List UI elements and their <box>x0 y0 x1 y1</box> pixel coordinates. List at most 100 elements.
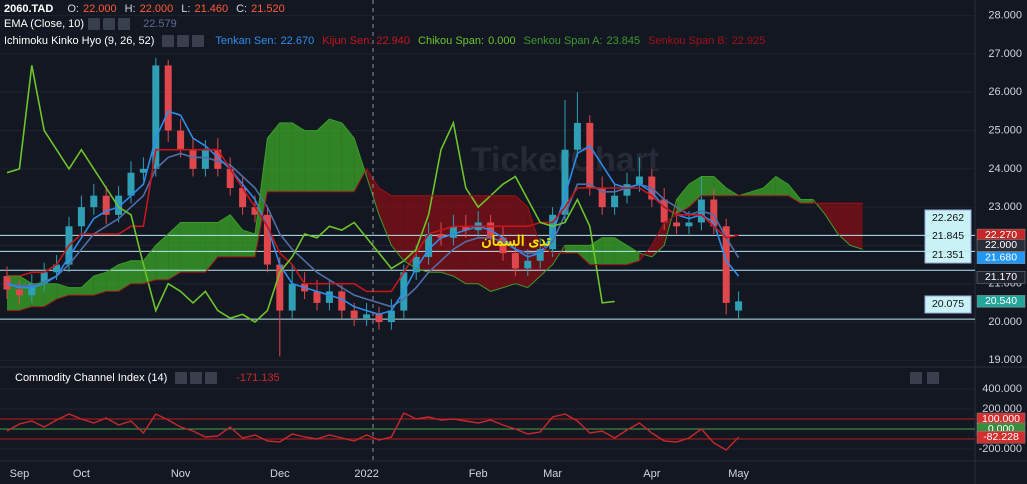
candle-body <box>536 249 544 261</box>
cci-value: -171.135 <box>236 372 280 384</box>
price-panel: 19.00020.00021.00022.00023.00024.00025.0… <box>0 10 1026 480</box>
cloud-segment <box>131 260 144 284</box>
cloud-segment <box>751 188 764 196</box>
candle-body <box>189 149 197 169</box>
price-badge <box>976 270 1026 284</box>
legend-name: Kijun Sen: <box>322 35 373 47</box>
close-button[interactable] <box>205 372 218 384</box>
cloud-segment <box>825 203 838 234</box>
candle-body <box>115 195 123 215</box>
ohlc-value: 22.000 <box>82 3 117 15</box>
candle-body <box>412 256 420 273</box>
indicator-line <box>7 167 863 312</box>
candle-body <box>561 149 569 215</box>
cloud-segment <box>453 195 466 284</box>
y-tick-label: 27.000 <box>988 48 1022 60</box>
ohlc-label: H: <box>124 3 136 15</box>
candle-body <box>685 222 693 227</box>
settings-button[interactable] <box>162 35 175 47</box>
candle-body <box>325 291 333 303</box>
y-tick-label: 200.000 <box>982 403 1022 415</box>
candle-body <box>152 65 160 169</box>
cloud-segment <box>279 122 293 192</box>
candle-body <box>90 195 98 208</box>
candle-body <box>524 260 532 269</box>
x-tick-label: May <box>728 468 749 480</box>
candle-body <box>239 188 247 208</box>
ohlc-label: C: <box>236 3 248 15</box>
candle-body <box>102 195 110 215</box>
candle-body <box>338 291 346 311</box>
cloud-segment <box>354 138 367 192</box>
candle-body <box>40 272 48 284</box>
y-tick-label: 25.000 <box>988 124 1022 136</box>
y-tick-label: 23.000 <box>988 201 1022 213</box>
y-tick-label: 26.000 <box>988 86 1022 98</box>
cloud-segment <box>56 283 69 300</box>
cloud-segment <box>627 245 640 265</box>
ohlc-value: 21.520 <box>251 3 285 15</box>
cci-panel: 400.000200.000-200.000100.0000.000-82.22… <box>0 383 1026 455</box>
ohlc-label: L: <box>181 3 191 15</box>
close-button[interactable] <box>192 35 205 47</box>
cloud-segment <box>193 222 206 273</box>
legend-name: Senkou Span A: <box>523 35 603 47</box>
candle-body <box>623 184 631 196</box>
y-tick-label: 400.000 <box>982 383 1022 395</box>
candle-body <box>127 172 135 196</box>
candle-body <box>425 233 433 257</box>
cloud-segment <box>403 195 417 269</box>
indicator-line <box>6 65 615 323</box>
legend-value: 23.845 <box>606 35 641 47</box>
candle-body <box>437 233 445 238</box>
cloud-segment <box>676 184 689 215</box>
legend-row: Ichimoku Kinko Hyo (9, 26, 52) Tenkan Se… <box>4 34 777 48</box>
cloud-segment <box>689 176 702 208</box>
legend-name: Tenkan Sen: <box>215 35 277 47</box>
close-button[interactable] <box>118 18 131 30</box>
candle-body <box>660 199 668 223</box>
price-badge <box>976 251 1026 264</box>
settings-button[interactable] <box>190 372 203 384</box>
cloud-segment <box>701 176 714 196</box>
cloud-segment <box>329 119 342 192</box>
ohlc-value: 22.000 <box>139 3 174 15</box>
cloud-segment <box>800 199 813 204</box>
cloud-segment <box>366 168 379 215</box>
x-tick-label: Oct <box>73 468 90 480</box>
legend-value: 22.579 <box>143 18 177 30</box>
settings-button[interactable] <box>103 18 116 30</box>
candle-body <box>3 276 11 290</box>
settings-button[interactable] <box>88 18 101 30</box>
price-line-label: 22.262 <box>932 212 964 224</box>
panel-button[interactable] <box>927 372 939 384</box>
cloud-segment <box>106 264 119 292</box>
candle-body <box>53 264 61 273</box>
cloud-segment <box>304 130 317 192</box>
indicator-line <box>6 152 740 308</box>
settings-button[interactable] <box>177 35 190 47</box>
candle-body <box>586 122 594 188</box>
symbol: 2060.TAD <box>4 3 54 15</box>
cloud-segment <box>292 122 305 192</box>
indicator-name: Ichimoku Kinko Hyo (9, 26, 52) <box>4 35 155 47</box>
panel-button[interactable] <box>910 372 922 384</box>
price-badge-label: 20.540 <box>985 295 1017 307</box>
candle-body <box>598 188 606 208</box>
annotation: تدى السمان <box>481 233 550 249</box>
candle-body <box>449 226 457 238</box>
cloud-segment <box>379 188 392 246</box>
legend-value: 22.940 <box>376 35 411 47</box>
cloud-segment <box>81 276 94 296</box>
cci-header: Commodity Channel Index (14) -171.135 <box>15 371 284 385</box>
cloud-segment <box>763 176 776 196</box>
price-line-label: 21.845 <box>932 230 964 242</box>
candle-body <box>177 130 185 150</box>
candle-body <box>363 314 371 319</box>
cloud-segment <box>341 122 355 192</box>
candle-body <box>511 253 519 269</box>
candle-body <box>499 237 507 254</box>
settings-button[interactable] <box>175 372 188 384</box>
header-row: 2060.TAD O: 22.000 H: 22.000 L: 21.460 C: 21… <box>4 2 289 16</box>
